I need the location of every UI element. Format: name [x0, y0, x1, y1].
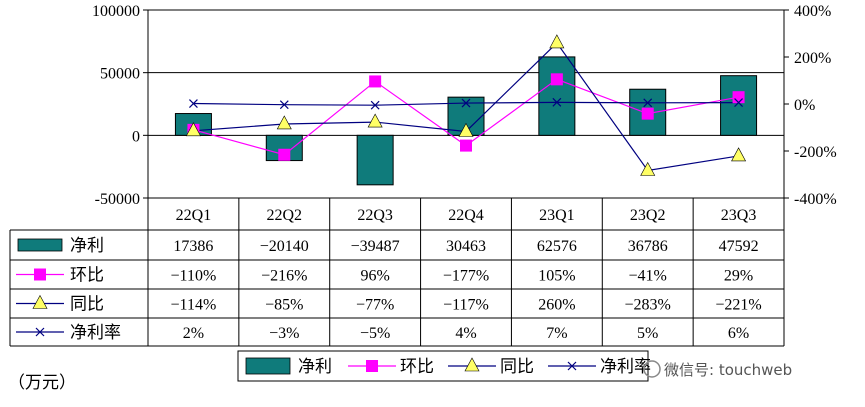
marker-x-stroke [35, 327, 45, 337]
right-axis-tick-label: 200% [794, 50, 831, 67]
left-axis-tick-label: 0 [132, 128, 140, 145]
right-axis-tick-label: -200% [794, 144, 837, 161]
row-label-同比: 同比 [70, 295, 104, 315]
table-cell: 29% [724, 268, 753, 285]
marker-x-stroke [461, 98, 471, 108]
table-cell: 6% [728, 325, 749, 342]
legend-key-marker-同比 [464, 357, 480, 372]
table-cell: 17386 [173, 238, 213, 255]
table-cell: −216% [261, 268, 307, 285]
marker-x-stroke [279, 100, 289, 110]
table-cell: −5% [360, 325, 390, 342]
table-cell: 4% [455, 325, 476, 342]
point-环比 [550, 73, 563, 86]
category-label: 22Q3 [357, 207, 393, 224]
point-净利率 [461, 98, 471, 108]
marker-x-stroke [370, 100, 380, 110]
category-label: 23Q2 [630, 207, 666, 224]
legend-label-净利率: 净利率 [600, 357, 651, 377]
row-key-marker-净利率 [35, 327, 45, 337]
table-cell: −39487 [351, 238, 400, 255]
point-同比 [731, 147, 747, 162]
category-label: 22Q4 [448, 207, 484, 224]
right-axis-tick-label: -400% [794, 191, 837, 208]
table-cell: 36786 [628, 238, 668, 255]
table-cell: −3% [269, 325, 299, 342]
bar-净利 [720, 75, 758, 136]
point-同比 [367, 113, 383, 128]
table-cell: 105% [538, 268, 575, 285]
point-净利率 [643, 98, 653, 108]
table-cell: 96% [360, 268, 389, 285]
row-label-净利: 净利 [70, 236, 104, 256]
legend-key-marker-净利率 [567, 361, 577, 371]
point-同比 [549, 34, 565, 49]
legend-label-同比: 同比 [500, 357, 534, 377]
bar-净利 [356, 134, 394, 186]
marker-x-stroke [552, 97, 562, 107]
table-cell: −20140 [260, 238, 309, 255]
table-cell: −177% [443, 268, 489, 285]
point-净利率 [370, 100, 380, 110]
category-label: 23Q1 [539, 207, 575, 224]
marker-x-stroke [189, 99, 198, 108]
watermark: 微信号: touchweb [643, 360, 792, 379]
legend-key-marker-环比 [366, 360, 378, 372]
point-环比 [641, 107, 654, 120]
point-净利率 [552, 97, 562, 107]
row-key-marker-环比 [34, 268, 46, 281]
category-label: 22Q1 [176, 207, 212, 224]
point-净利率 [279, 100, 289, 110]
point-同比 [185, 122, 201, 137]
marker-x-stroke [734, 98, 743, 108]
bar-净利 [538, 56, 576, 136]
table-cell: 2% [183, 325, 204, 342]
row-key-marker-同比 [32, 294, 48, 309]
unit-label: （万元） [8, 373, 76, 393]
right-axis-tick-label: 400% [794, 3, 831, 20]
wechat-icon [643, 360, 661, 378]
point-环比 [369, 75, 382, 88]
table-cell: 30463 [446, 238, 486, 255]
marker-x-stroke [643, 98, 653, 108]
point-环比 [278, 148, 291, 161]
table-cell: −114% [171, 297, 217, 314]
point-同比 [276, 115, 292, 130]
table-cell: 62576 [537, 238, 577, 255]
table-cell: −77% [356, 297, 394, 314]
watermark-text: 微信号: touchweb [664, 361, 792, 379]
table-cell: −283% [625, 297, 671, 314]
point-净利率 [734, 98, 743, 108]
legend-label-净利: 净利 [298, 357, 332, 377]
category-label: 22Q2 [267, 207, 303, 224]
point-同比 [640, 161, 656, 176]
table-cell: 260% [538, 297, 575, 314]
table-cell: −110% [171, 268, 217, 285]
row-key-净利 [17, 238, 63, 252]
table-cell: 5% [637, 325, 658, 342]
point-净利率 [189, 99, 198, 108]
table-cell: 47592 [719, 238, 759, 255]
legend-label-环比: 环比 [400, 357, 434, 377]
table-cell: −85% [265, 297, 303, 314]
left-axis-tick-label: 50000 [100, 66, 140, 83]
left-axis-tick-label: 100000 [92, 3, 140, 20]
table-cell: −221% [715, 297, 761, 314]
point-环比 [460, 139, 472, 152]
point-同比 [458, 122, 474, 137]
right-axis-tick-label: 0% [794, 97, 815, 114]
table-cell: −41% [629, 268, 667, 285]
legend-key-净利 [245, 357, 291, 375]
point-环比 [732, 91, 745, 104]
left-axis-tick-label: -50000 [95, 191, 140, 208]
row-label-净利率: 净利率 [70, 323, 121, 343]
table-cell: 7% [546, 325, 567, 342]
category-label: 23Q3 [721, 207, 757, 224]
marker-x-stroke [567, 361, 577, 371]
table-cell: −117% [443, 297, 489, 314]
row-label-环比: 环比 [70, 266, 104, 286]
